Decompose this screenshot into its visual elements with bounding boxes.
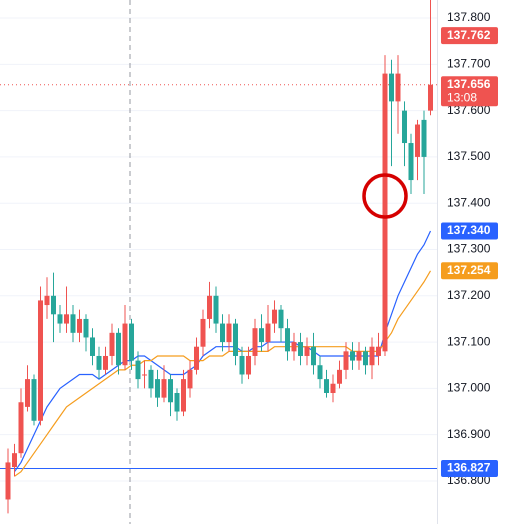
price-axis: 136.800136.900137.000137.100137.200137.3… [447,10,491,487]
y-tick-label: 137.700 [447,57,491,71]
candle-body [12,453,17,468]
candle-body [129,323,134,361]
price-label: 137.656 [447,77,491,91]
candle-body [155,379,160,398]
y-tick-label: 136.900 [447,427,491,441]
candle-body [265,323,271,343]
candle-body [356,351,362,361]
candle-body [135,360,141,380]
price-label-box [441,459,498,477]
moving-average-line [14,270,432,477]
candle-body [252,328,258,356]
candle-body [103,355,108,370]
candle-body [278,309,284,329]
y-tick-label: 137.200 [447,288,491,302]
candle-body [51,295,56,315]
candle-body [31,379,37,421]
candle-body [317,365,323,380]
candle-body [77,318,82,333]
price-label: 137.762 [447,28,491,42]
candle-body [246,355,251,375]
price-label-box [441,262,498,280]
candle-body [330,383,336,393]
candle-body [395,73,401,102]
candle-body [363,351,368,366]
candle-body [239,355,245,375]
candle-body [402,110,407,144]
countdown-label: 13:08 [447,90,477,104]
candle-body [90,337,95,356]
candles [5,0,433,514]
candle-body [109,332,115,356]
candle-body [350,351,355,361]
candle-body [38,300,43,421]
candle-body [200,318,206,347]
candle-body [291,342,297,352]
candle-body [376,346,381,356]
candle-body [83,318,89,338]
candle-body [57,314,63,324]
candle-body [311,346,316,366]
candle-body [343,351,349,370]
candle-body [168,379,173,403]
candle-body [213,295,219,324]
candle-body [116,332,121,366]
candle-body [304,346,310,356]
candle-body [233,323,238,356]
y-tick-label: 137.000 [447,381,491,395]
candle-body [5,462,11,500]
candle-body [421,119,427,157]
candle-body [25,379,30,407]
candle-body [194,346,199,370]
price-label-box [441,76,498,107]
price-label-box [441,27,498,45]
horizontal-lines [0,84,437,469]
y-tick-label: 137.600 [447,103,491,117]
price-label-box [441,222,498,240]
candle-body [226,323,232,343]
y-tick-label: 137.800 [447,10,491,24]
candle-body [337,369,342,384]
candle-body [174,393,180,412]
candle-body [220,323,225,343]
candle-body [389,73,394,102]
candle-body [122,323,128,366]
y-tick-label: 137.100 [447,334,491,348]
candle-body [298,342,303,356]
candle-body [187,369,193,389]
candle-body [181,379,186,412]
candle-body [18,402,24,454]
candle-body [369,346,375,366]
price-label: 136.827 [447,461,491,475]
candle-body [148,369,154,389]
price-label: 137.340 [447,223,491,237]
candle-body [428,84,433,111]
candle-body [142,374,147,376]
candle-body [415,124,420,157]
candle-body [207,295,212,319]
y-tick-label: 137.300 [447,242,491,256]
candle-body [259,328,264,343]
candle-body [44,295,50,306]
candle-body [161,379,167,398]
y-tick-label: 137.500 [447,149,491,163]
candle-body [96,355,102,370]
candle-body [272,309,277,324]
y-tick-label: 137.400 [447,195,491,209]
candle-body [408,143,414,181]
candle-body [382,73,388,352]
candle-body [285,328,290,352]
candle-body [324,379,329,393]
annotation-circle [362,173,408,219]
candle-body [64,314,69,324]
candle-body [70,314,76,333]
price-label: 137.254 [447,263,491,277]
